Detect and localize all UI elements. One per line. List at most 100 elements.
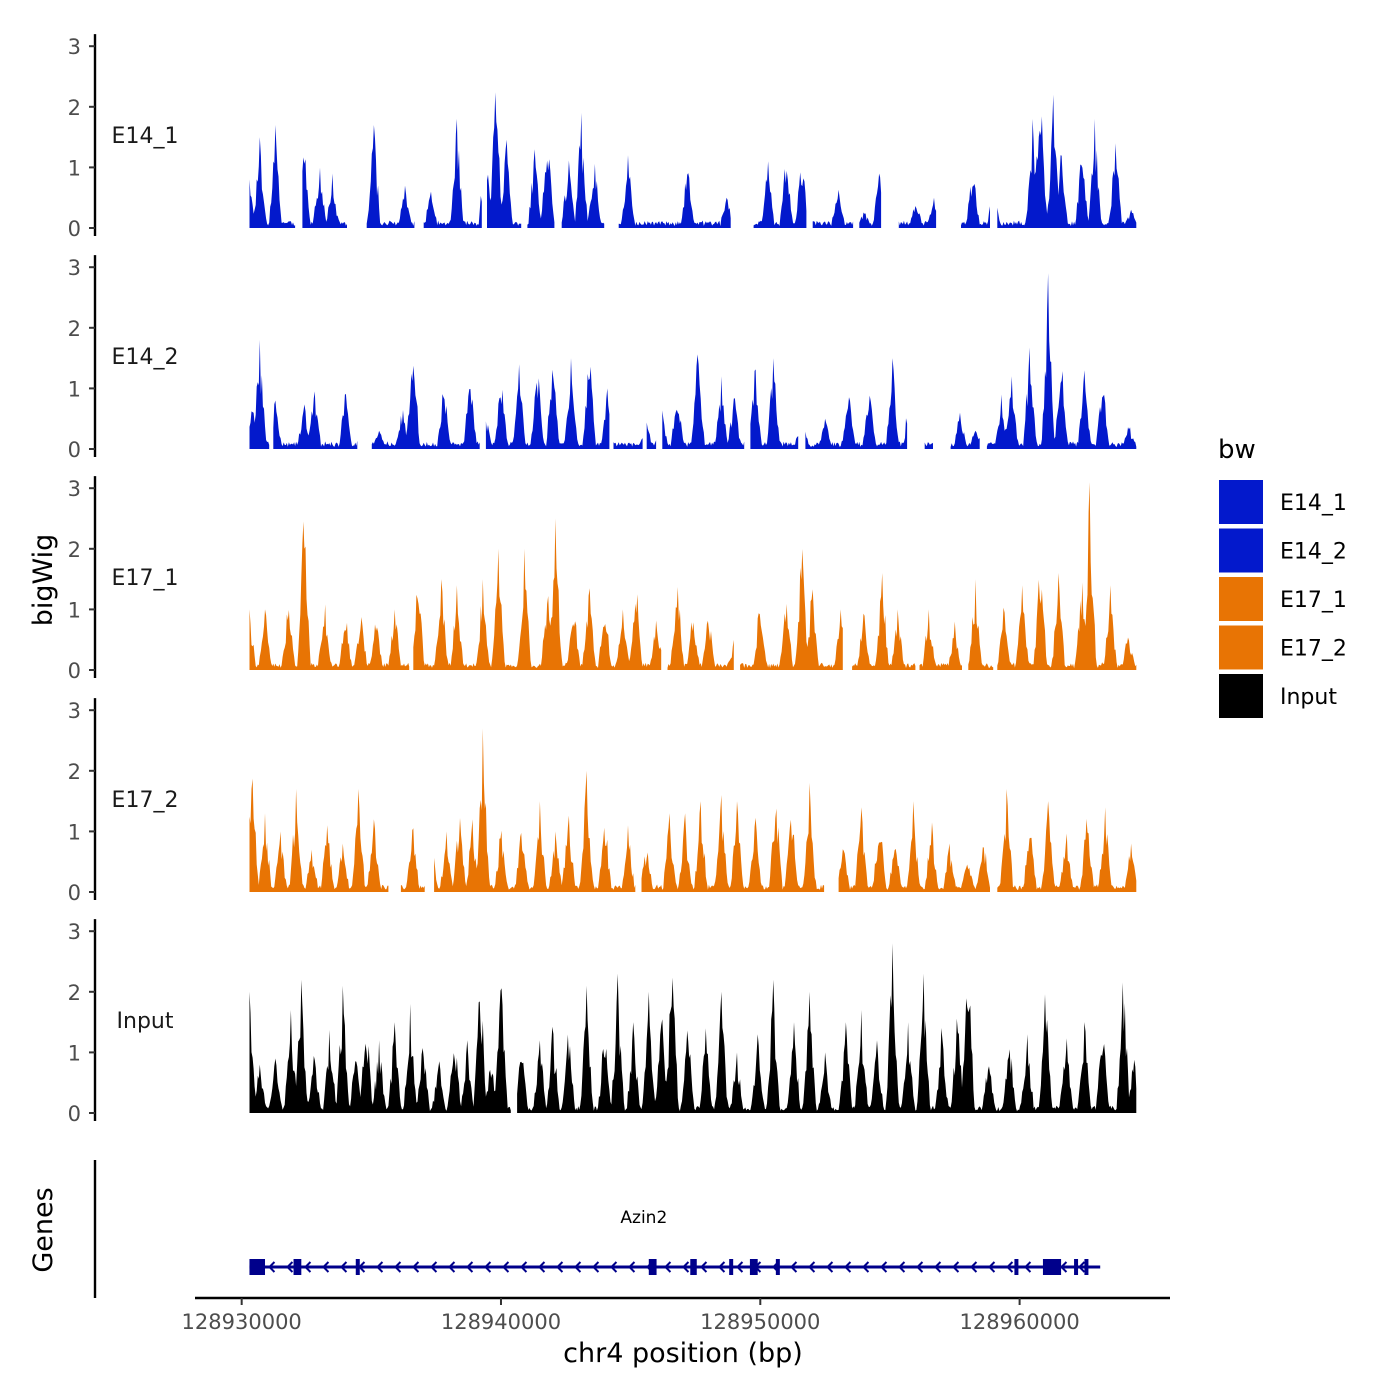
genes-axis-title: Genes: [28, 1187, 59, 1272]
strand-arrow: [916, 1261, 924, 1273]
strand-arrow: [952, 1261, 960, 1273]
y-tick-label: 1: [68, 598, 81, 622]
signal-area-E14_1: [366, 125, 415, 228]
y-axis-title: bigWig: [28, 534, 59, 627]
x-axis: 128930000 128940000 128950000 128960000: [182, 1296, 1170, 1334]
track-E14_1: 0 1 2 3 E14_1: [68, 34, 1137, 241]
signal-area-E14_1: [859, 173, 882, 228]
strand-arrow: [664, 1261, 672, 1273]
y-tick-label: 0: [68, 881, 81, 905]
exon: [1014, 1259, 1019, 1275]
y-tick-label: 0: [68, 438, 81, 462]
signal-area-E14_1: [423, 118, 482, 228]
signal-area-E14_2: [805, 358, 908, 449]
strand-arrow: [844, 1261, 852, 1273]
y-tick-label: 2: [68, 760, 81, 784]
y-tick-label: 3: [68, 256, 81, 280]
strand-arrow: [736, 1261, 744, 1273]
exon: [749, 1259, 758, 1275]
signal-area-E14_2: [613, 438, 643, 449]
y-tick-label: 0: [68, 217, 81, 241]
signal-area-E17_1: [852, 573, 916, 670]
x-tick-label: 128950000: [700, 1310, 820, 1334]
strand-arrow: [808, 1261, 816, 1273]
strand-arrow: [412, 1261, 420, 1273]
signal-area-E14_2: [662, 354, 745, 449]
signal-area-E14_2: [249, 339, 270, 449]
signal-area-Input: [517, 943, 1137, 1113]
legend-label-Input: Input: [1280, 685, 1337, 710]
track-label: E14_2: [112, 345, 179, 370]
gene-Azin2: Azin2: [249, 1208, 1101, 1275]
strand-arrow: [790, 1261, 798, 1273]
legend-swatch-E14_1: [1219, 480, 1263, 524]
strand-arrow: [502, 1261, 510, 1273]
legend-swatch-Input: [1219, 674, 1263, 718]
signal-area-E17_2: [641, 782, 825, 892]
exon: [729, 1259, 734, 1275]
signal-area-E17_1: [249, 521, 410, 670]
signal-area-E14_2: [924, 442, 933, 449]
strand-arrow: [376, 1261, 384, 1273]
x-axis-title: chr4 position (bp): [563, 1338, 803, 1369]
strand-arrow: [988, 1261, 996, 1273]
signal-area-E14_2: [371, 365, 480, 449]
signal-area-E14_1: [997, 94, 1137, 228]
strand-arrow: [574, 1261, 582, 1273]
signal-area-E14_1: [753, 161, 807, 228]
exon: [1042, 1259, 1062, 1275]
strand-arrow: [466, 1261, 474, 1273]
strand-arrow: [718, 1261, 726, 1273]
legend-label-E14_2: E14_2: [1280, 540, 1347, 565]
signal-area-E14_1: [898, 197, 937, 228]
signal-area-E17_1: [919, 609, 962, 670]
exon: [293, 1259, 302, 1275]
strand-arrow: [268, 1261, 276, 1273]
strand-arrow: [826, 1261, 834, 1273]
strand-arrow: [430, 1261, 438, 1273]
strand-arrow: [1060, 1261, 1068, 1273]
signal-area-E14_1: [618, 155, 731, 228]
strand-arrow: [448, 1261, 456, 1273]
signal-area-E14_1: [487, 92, 522, 229]
bigwig-tracks: 0 1 2 3 E14_1 0 1 2 3 E14_2 0 1 2 3 E17_1 0 1 2 3 E17_2 0 1 2 3…: [68, 34, 1137, 1126]
strand-arrow: [340, 1261, 348, 1273]
y-tick-label: 2: [68, 96, 81, 120]
y-tick-label: 1: [68, 1041, 81, 1065]
signal-area-E17_1: [667, 587, 734, 670]
y-tick-label: 3: [68, 699, 81, 723]
y-tick-label: 1: [68, 820, 81, 844]
signal-area-E14_2: [646, 422, 657, 449]
track-label: Input: [117, 1009, 174, 1034]
strand-arrow: [286, 1261, 294, 1273]
strand-arrow: [538, 1261, 546, 1273]
signal-area-E14_1: [527, 149, 555, 228]
signal-area-E14_1: [812, 189, 854, 228]
signal-area-E14_2: [986, 273, 1137, 449]
signal-area-E14_1: [249, 125, 296, 228]
strand-arrow: [970, 1261, 978, 1273]
signal-area-E14_1: [561, 112, 605, 228]
track-label: E17_1: [112, 566, 179, 591]
exon: [775, 1259, 780, 1275]
strand-arrow: [610, 1261, 618, 1273]
y-tick-label: 3: [68, 35, 81, 59]
signal-area-E14_2: [485, 358, 610, 449]
legend-swatch-E14_2: [1219, 528, 1263, 573]
strand-arrow: [628, 1261, 636, 1273]
track-label: E17_2: [112, 788, 179, 813]
legend: bw E14_1 E14_2 E17_1 E17_2 Input: [1218, 435, 1347, 718]
signal-area-E14_2: [750, 358, 799, 449]
strand-arrow: [484, 1261, 492, 1273]
strand-arrow: [520, 1261, 528, 1273]
x-tick-label: 128940000: [441, 1310, 561, 1334]
strand-arrow: [880, 1261, 888, 1273]
strand-arrow: [682, 1261, 690, 1273]
strand-arrow: [1024, 1261, 1032, 1273]
y-tick-label: 3: [68, 477, 81, 501]
legend-label-E17_1: E17_1: [1280, 588, 1347, 613]
strand-arrow: [934, 1261, 942, 1273]
x-tick-label: 128930000: [182, 1310, 302, 1334]
signal-area-E17_2: [400, 828, 425, 892]
